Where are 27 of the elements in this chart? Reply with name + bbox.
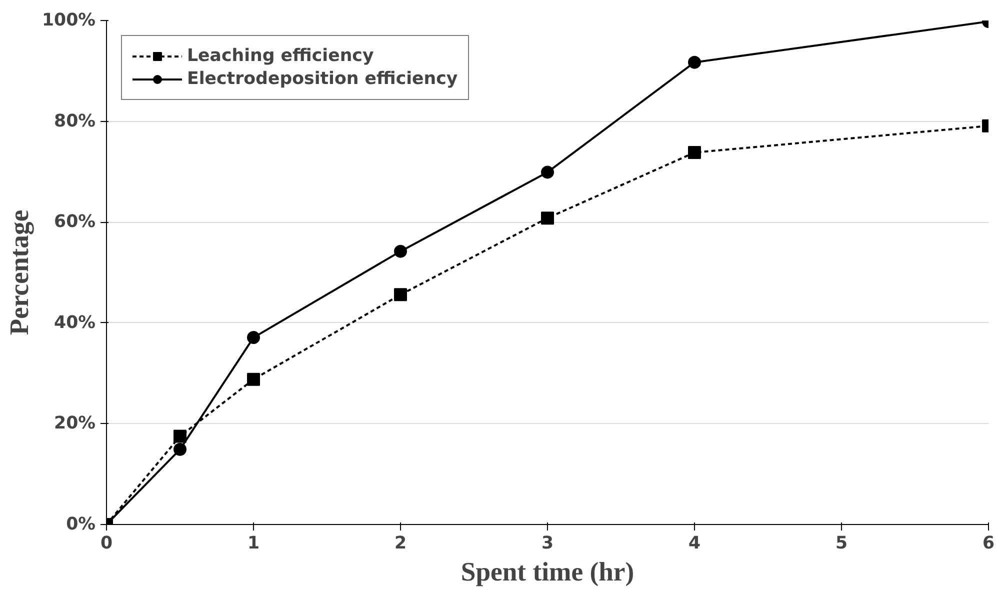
x-tick-label: 3: [541, 534, 554, 554]
x-tick-label: 4: [688, 534, 701, 554]
point: [541, 212, 554, 225]
y-tick-label: 60%: [54, 212, 96, 232]
y-tick-label: 0%: [66, 514, 96, 534]
point: [247, 372, 260, 386]
point: [247, 331, 260, 344]
point: [688, 56, 701, 69]
y-tick-label: 40%: [54, 312, 96, 333]
point: [541, 166, 554, 179]
y-tick-label: 100%: [42, 10, 96, 30]
point: [174, 430, 186, 443]
point: [174, 442, 186, 456]
y-tick-label: 80%: [54, 111, 96, 132]
x-tick-label: 0: [100, 534, 113, 554]
point: [394, 244, 407, 258]
y-tick-label: 20%: [54, 414, 96, 434]
x-axis-title: Spent time (hr): [460, 556, 634, 586]
point: [688, 146, 701, 160]
legend-label: Electrodeposition efficiency: [187, 69, 458, 89]
x-tick-label: 5: [835, 534, 848, 554]
x-tick-label: 1: [247, 534, 260, 554]
point: [394, 288, 407, 302]
legend-label: Leaching efficiency: [187, 46, 374, 66]
x-tick-label: 6: [982, 534, 995, 554]
y-axis-title: Percentage: [4, 210, 34, 336]
x-tick-label: 2: [394, 534, 407, 554]
